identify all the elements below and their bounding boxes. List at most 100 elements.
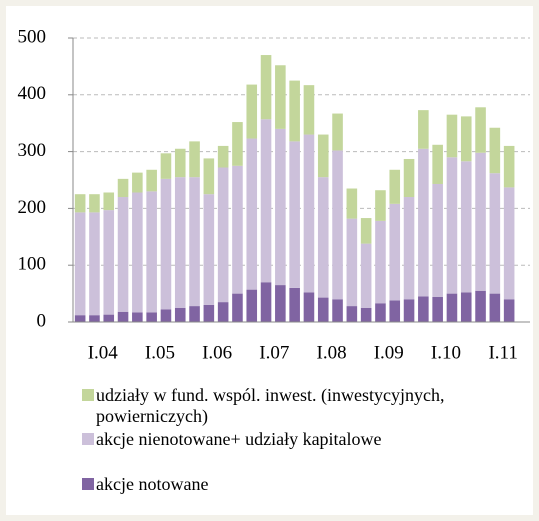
bar-segment [475,152,486,291]
bar-segment [174,177,186,308]
bar-segment [103,192,115,211]
bar-segment [246,84,258,139]
bar-segment [332,299,343,322]
bar-segment [489,127,501,174]
bar-segment [146,191,157,313]
bar-segment [360,243,372,308]
bar-segment [460,292,472,322]
bar-segment [74,194,86,213]
bar-segment [432,183,443,298]
bar-segment [446,157,458,294]
legend-swatch [82,433,94,445]
x-tick-label: I.07 [259,342,289,363]
bar-segment [375,220,386,304]
legend-swatch [82,478,94,490]
bar-segment [232,293,243,322]
legend-swatch [82,389,94,401]
bar-segment [89,194,100,213]
bar-segment [232,122,243,166]
bar-segment [317,297,329,322]
bar-segment [289,80,300,142]
y-tick-label: 100 [18,254,47,275]
bar-segment [475,290,486,322]
bar-segment [446,293,458,322]
bar-segment [360,218,372,244]
bar-segment [174,148,186,178]
bar-segment [246,289,258,322]
bar-segment [260,282,272,322]
bar-segment [203,304,215,322]
bar-segment [489,293,501,322]
bar-segment [460,161,472,293]
x-tick-label: I.05 [145,342,175,363]
bar-segment [160,178,172,310]
bar-segment [74,212,86,316]
bar-segment [317,177,329,298]
bar-segment [160,309,172,322]
bar-segment [403,158,415,198]
legend-entry: akcje nienotowane+ udziały kapitalowe [82,429,532,450]
bar-segment [217,167,229,303]
bar-segment [74,315,86,322]
y-tick-label: 400 [18,83,47,104]
bar-segment [489,173,501,294]
bar-segment [189,141,200,178]
y-tick-label: 0 [37,310,47,331]
bar-segment [117,311,129,322]
bar-segment [103,210,115,315]
legend-label: akcje notowane [96,474,209,494]
bar-segment [132,172,143,193]
bar-segment [403,299,415,322]
bar-segment [346,306,358,322]
bar-segment [389,203,401,301]
y-tick-label: 500 [18,26,47,47]
bar-segment [389,169,401,204]
bar-segment [303,85,315,135]
legend-label: akcje nienotowane+ udziały kapitalowe [96,429,382,449]
bar-segment [275,128,286,286]
bar-segment [460,116,472,162]
bar-segment [303,292,315,322]
bar-segment [117,197,129,312]
x-tick-label: I.10 [431,342,461,363]
bar-segment [446,114,458,158]
bar-segment [103,314,115,322]
x-tick-label: I.06 [202,342,232,363]
bar-segment [260,55,272,120]
bar-segment [317,134,329,178]
bar-segment [432,144,443,184]
bar-segment [303,134,315,293]
bar-segment [289,141,300,288]
bar-segment [389,300,401,322]
bar-segment [174,307,186,322]
bar-segment [275,65,286,129]
bar-segment [160,153,172,179]
legend-label: udziały w fund. wspól. inwest. (inwestyc… [96,385,445,426]
bar-segment [503,187,515,300]
bar-segment [260,119,272,283]
bar-segment [89,212,100,316]
bar-segment [217,145,229,168]
bar-segment [132,192,143,313]
bar-segment [117,178,129,198]
bar-segment [146,312,157,322]
bar-segment [346,188,358,219]
bar-segment [232,165,243,294]
bar-segment [217,302,229,322]
x-tick-label: I.08 [317,342,347,363]
bar-segment [203,158,215,195]
bar-segment [146,169,157,192]
bar-segment [475,107,486,153]
legend: udziały w fund. wspól. inwest. (inwestyc… [82,385,532,497]
bar-segment [246,138,258,290]
bar-segment [203,194,215,305]
bar-segment [360,307,372,322]
bar-segment [189,306,200,322]
bar-segment [418,296,429,322]
bar-segment [432,297,443,322]
y-tick-label: 300 [18,140,47,161]
x-tick-label: I.04 [88,342,119,363]
bar-segment [189,177,200,307]
